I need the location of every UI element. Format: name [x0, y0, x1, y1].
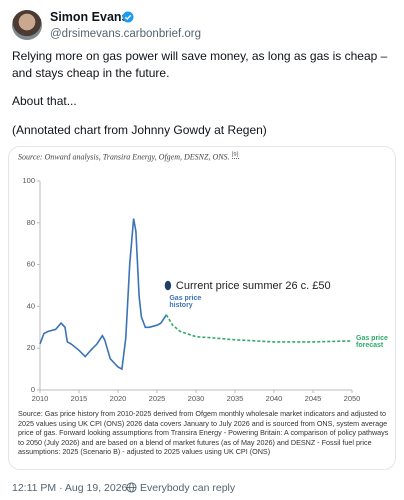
x-tick-label: 2025	[149, 394, 166, 403]
y-tick-label: 100	[22, 176, 35, 185]
x-tick-label: 2020	[110, 394, 127, 403]
x-tick-label: 2015	[71, 394, 88, 403]
avatar[interactable]	[12, 10, 42, 40]
y-tick-label: 40	[27, 301, 35, 310]
x-tick-label: 2035	[227, 394, 244, 403]
source-ref[interactable]: [9]	[231, 152, 239, 159]
x-tick-label: 2045	[305, 394, 322, 403]
verified-badge	[122, 11, 134, 23]
author-name[interactable]: Simon Evans	[50, 10, 129, 24]
series-line	[165, 314, 353, 343]
y-tick-label: 20	[27, 343, 35, 352]
x-tick-label: 2010	[32, 394, 49, 403]
post-text: Relying more on gas power will save mone…	[12, 49, 388, 80]
media-card[interactable]	[8, 146, 396, 470]
reply-setting[interactable]: Everybody can reply	[140, 482, 236, 494]
series-label: Gas price forecast	[356, 334, 388, 350]
y-tick-label: 60	[27, 260, 35, 269]
post-text: About that...	[12, 94, 77, 108]
source-text: Source: Onward analysis, Transira Energy…	[18, 152, 230, 162]
annotation-marker	[164, 280, 172, 291]
series-label: Gas price history	[169, 294, 202, 310]
author-handle[interactable]: @drsimevans.carbonbrief.org	[50, 28, 202, 40]
post-text: (Annotated chart from Johnny Gowdy at Re…	[12, 123, 267, 137]
x-tick-label: 2050	[344, 394, 361, 403]
x-tick-label: 2030	[188, 394, 205, 403]
y-tick-label: 80	[27, 218, 35, 227]
annotation-text: Current price summer 26 c. £50	[176, 280, 331, 292]
timestamp[interactable]: 12:11 PM · Aug 19, 2026	[12, 482, 128, 494]
y-tick-label: 0	[31, 385, 35, 394]
globe-icon	[126, 482, 137, 493]
chart-caption: Source: Gas price history from 2010-2025…	[18, 409, 389, 457]
series-line	[39, 218, 168, 371]
x-tick-label: 2040	[266, 394, 283, 403]
chart-source: Source: Onward analysis, Transira Energy…	[18, 152, 239, 162]
